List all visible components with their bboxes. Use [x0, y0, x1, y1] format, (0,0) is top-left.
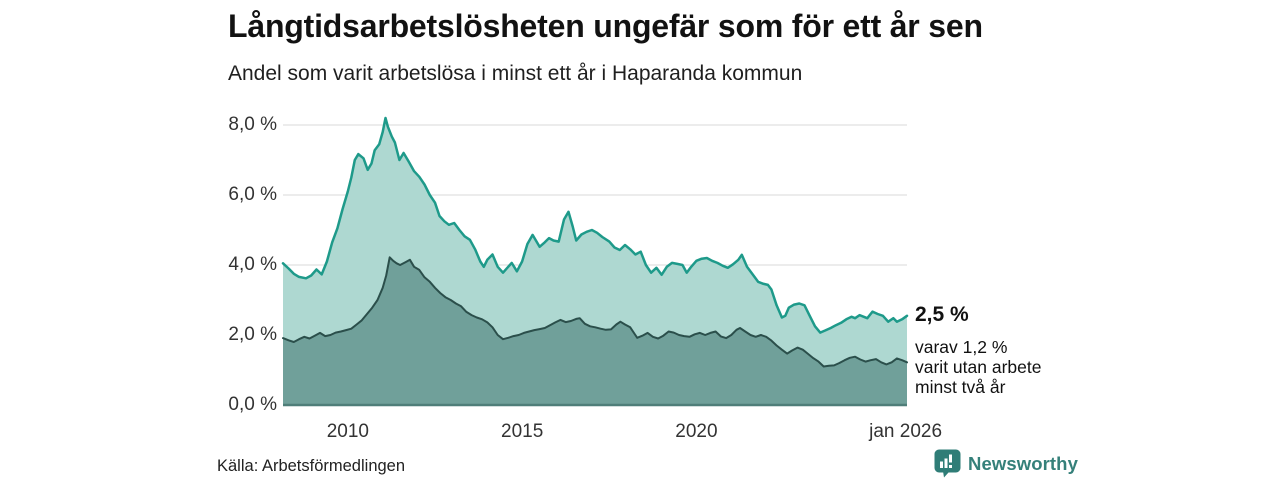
x-tick-label: 2010: [326, 421, 369, 442]
logo-bar-2: [944, 458, 948, 468]
chart-subtitle: Andel som varit arbetslösa i minst ett å…: [228, 62, 803, 85]
chart-title: Långtidsarbetslösheten ungefär som för e…: [228, 8, 983, 44]
newsworthy-logo-icon: [934, 449, 961, 478]
brand-logo: Newsworthy: [934, 449, 1078, 478]
x-tick-label: 2020: [675, 421, 718, 442]
series-line-2: [282, 256, 908, 368]
logo-dot: [949, 465, 952, 468]
source-note: Källa: Arbetsförmedlingen: [217, 457, 406, 475]
logo-bar-1: [940, 461, 943, 468]
x-tick-label: 2015: [501, 421, 544, 442]
y-tick-label: 8,0 %: [228, 114, 277, 135]
y-tick-label: 4,0 %: [228, 254, 277, 275]
x-tick-label: jan 2026: [869, 421, 943, 442]
logo-bar-3: [949, 454, 952, 463]
series-area-2: [283, 257, 907, 405]
latest-value-label: 2,5 %: [915, 303, 969, 326]
brand-name: Newsworthy: [968, 452, 1078, 474]
y-tick-label: 0,0 %: [228, 394, 277, 415]
y-tick-label: 2,0 %: [228, 324, 277, 345]
y-tick-label: 6,0 %: [228, 184, 277, 205]
series-line-1: [281, 116, 909, 334]
latest-sub-label: varav 1,2 % varit utan arbete minst två …: [915, 337, 1042, 397]
